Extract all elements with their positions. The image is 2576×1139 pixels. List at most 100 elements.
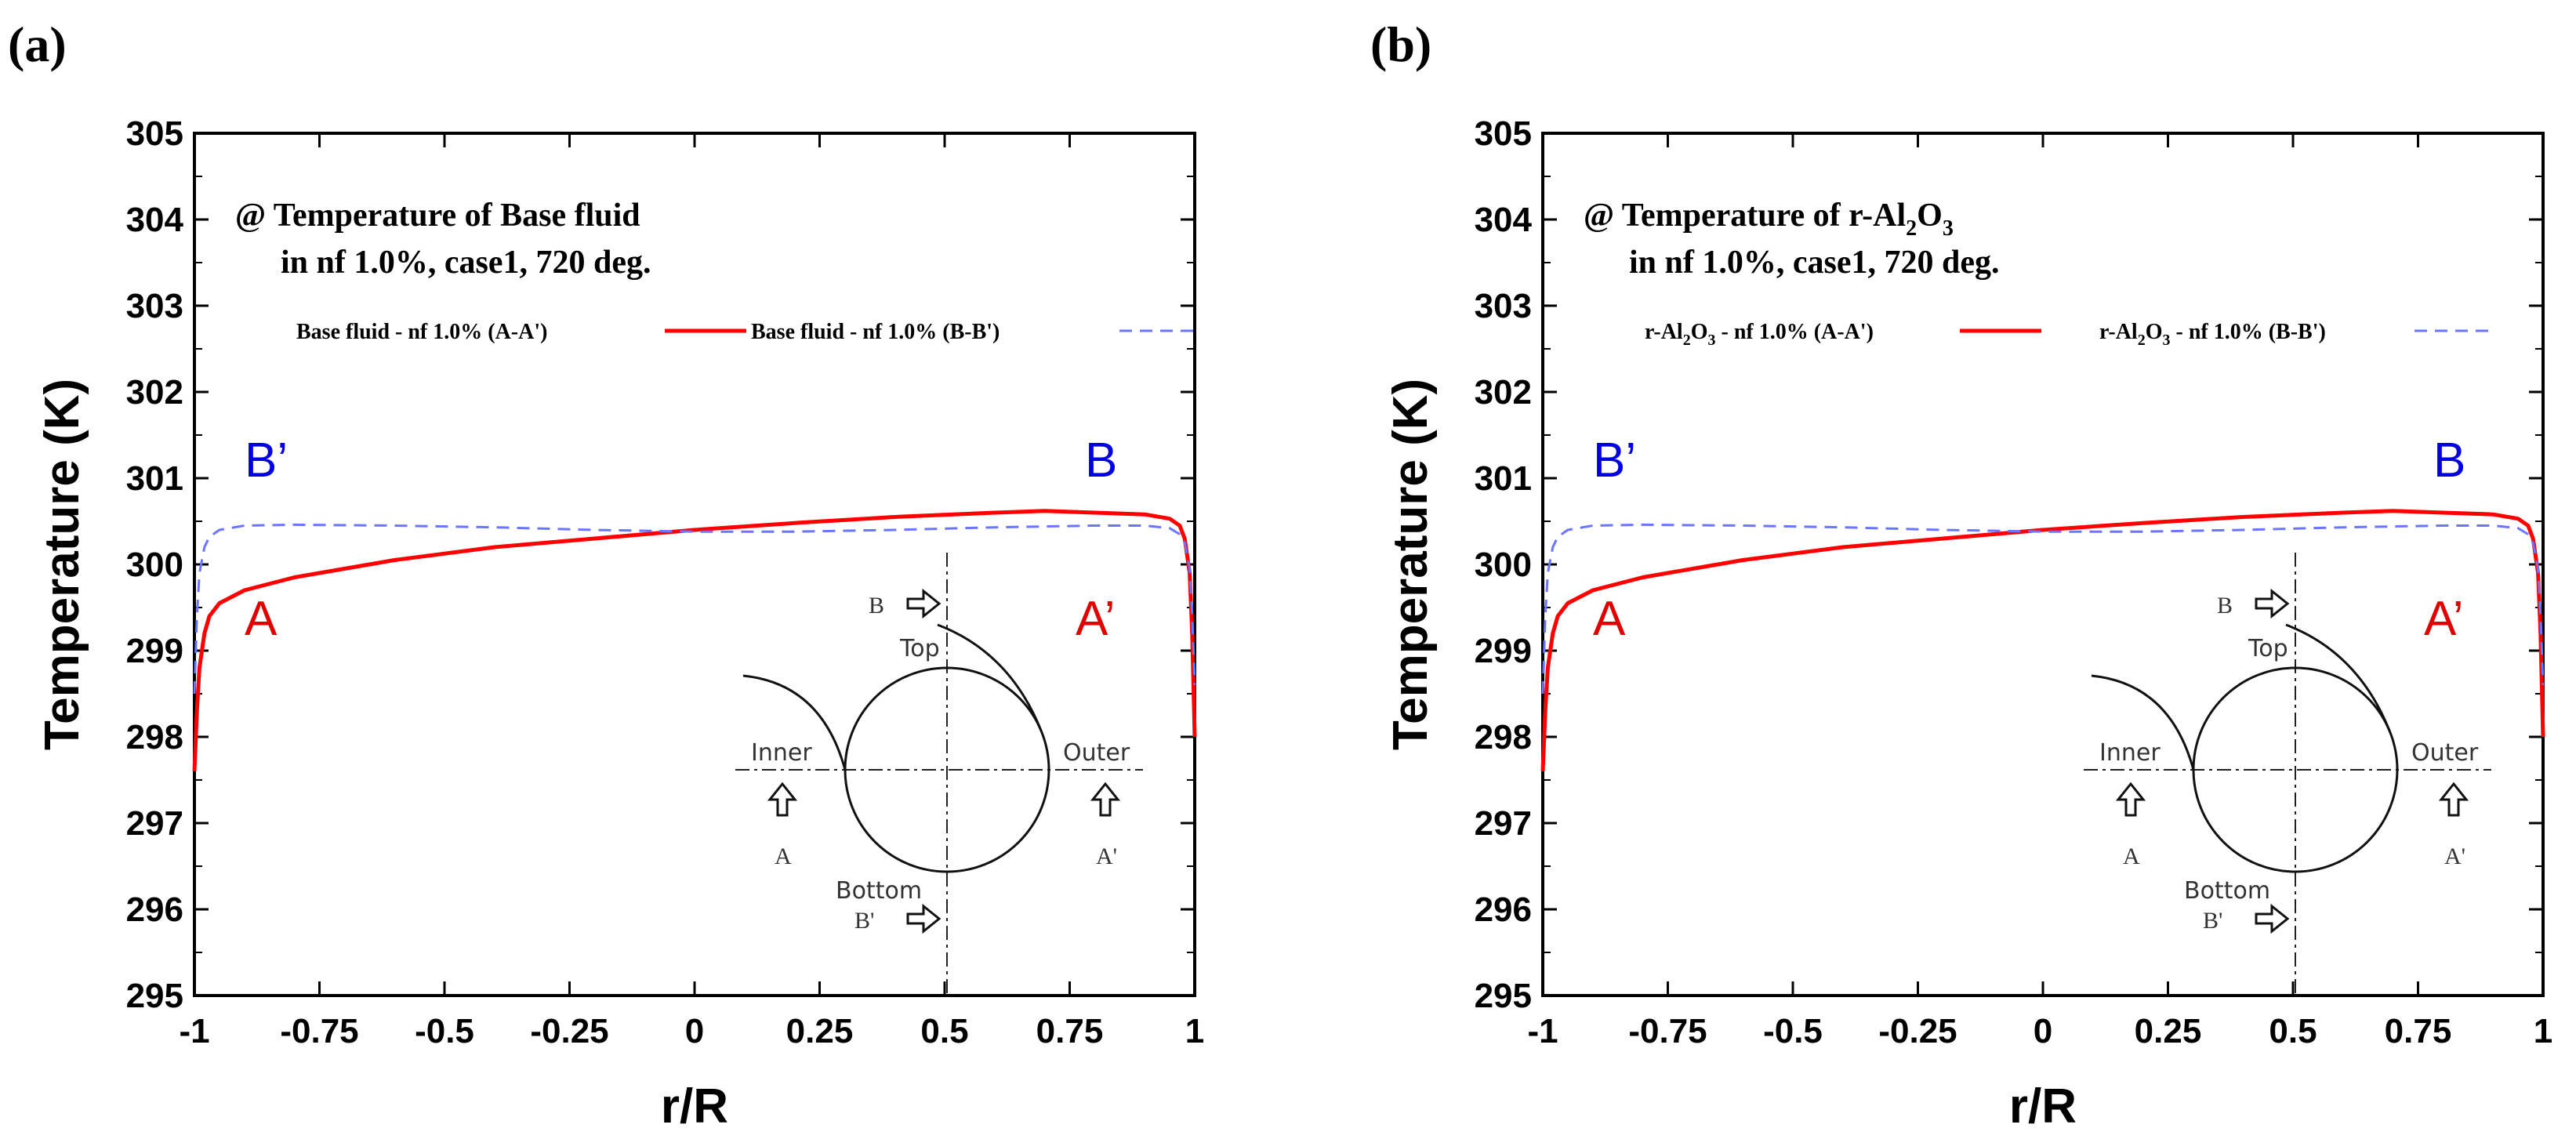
label-a: A xyxy=(245,592,278,646)
x-tick-label: 0.25 xyxy=(786,1012,854,1050)
inset-label-b-prime: B' xyxy=(2203,908,2222,934)
y-axis-title: Temperature (K) xyxy=(35,379,89,750)
panel-label: (a) xyxy=(8,16,67,72)
y-tick-label: 304 xyxy=(1475,201,1533,239)
legend-subscript-2: 3 xyxy=(2163,332,2171,349)
y-tick-label: 302 xyxy=(126,373,183,412)
x-tick-label: -0.75 xyxy=(1628,1012,1707,1050)
x-tick-label: 0.25 xyxy=(2135,1012,2202,1050)
annotation-subscript: 2 xyxy=(1906,216,1917,241)
inset-arrow-a-prime-icon xyxy=(2438,782,2469,817)
legend-subscript-2: 3 xyxy=(1708,332,1716,349)
y-tick-label: 303 xyxy=(126,287,183,325)
y-tick-label: 304 xyxy=(126,201,184,239)
legend-text-span: O xyxy=(1691,320,1708,344)
inset-schematic: Top Bottom Inner Outer A A' B B' xyxy=(2084,553,2491,994)
inset-label-outer: Outer xyxy=(2411,739,2479,767)
legend-text-span: O xyxy=(2146,320,2163,344)
inset-label-top: Top xyxy=(899,635,940,662)
annotation-subject: r-Al xyxy=(1849,198,1906,234)
y-tick-label: 297 xyxy=(1475,804,1532,843)
y-tick-label: 299 xyxy=(1475,632,1532,670)
inset-label-a: A xyxy=(2123,843,2140,869)
inset-label-inner: Inner xyxy=(2099,739,2161,767)
inset-arrow-b-icon xyxy=(906,588,942,619)
label-b: B xyxy=(1085,433,1117,488)
legend-label-bb: r-Al2O3 - nf 1.0% (B-B') xyxy=(2099,320,2326,349)
x-tick-label: -0.25 xyxy=(530,1012,608,1050)
y-tick-label: 297 xyxy=(126,804,183,843)
series-line-aa xyxy=(192,509,1197,772)
inset-arrow-a-prime-icon xyxy=(1090,782,1121,817)
y-tick-label: 301 xyxy=(126,459,183,498)
annotation-subject: Base fluid xyxy=(500,198,640,234)
series-line-aa xyxy=(1540,509,2545,772)
annotation-tail: O xyxy=(1917,198,1943,234)
y-tick-label: 295 xyxy=(1475,977,1532,1015)
inset-label-inner: Inner xyxy=(751,739,812,767)
x-tick-label: 1 xyxy=(2534,1012,2552,1050)
legend-subscript: 2 xyxy=(1683,332,1691,349)
inset-label-outer: Outer xyxy=(1063,739,1130,767)
label-b: B xyxy=(2433,433,2465,488)
annotation-line-1: @ Temperature of Base fluid xyxy=(235,198,640,234)
x-tick-label: -0.5 xyxy=(415,1012,474,1050)
panel-label: (b) xyxy=(1370,16,1431,72)
inset-arrow-a-icon xyxy=(2115,782,2146,817)
inset-outer-curve xyxy=(937,623,1043,731)
y-tick-label: 300 xyxy=(126,546,183,584)
annotation-line-1: @ Temperature of r-Al2O3 xyxy=(1584,198,1954,241)
x-tick-label: 1 xyxy=(1185,1012,1204,1050)
x-tick-label: 0 xyxy=(685,1012,704,1050)
x-tick-label: 0.5 xyxy=(2269,1012,2317,1050)
y-tick-label: 299 xyxy=(126,632,183,670)
inset-arrow-b-icon xyxy=(2255,588,2290,619)
label-a-prime: A’ xyxy=(1076,592,1116,646)
legend-text-span: - nf 1.0% (B-B') xyxy=(2171,320,2326,344)
inset-label-bottom: Bottom xyxy=(2184,877,2270,905)
label-a-prime: A’ xyxy=(2424,592,2464,646)
series-line-bb xyxy=(193,523,1196,695)
chart-panel-a: (a) 295 296 297 298 299 300 301 302 303 304 305 -1 -0… xyxy=(8,16,1204,1134)
inset-label-a: A xyxy=(775,843,792,869)
legend-label-aa: r-Al2O3 - nf 1.0% (A-A') xyxy=(1645,320,1874,349)
inset-outer-curve xyxy=(2285,623,2391,731)
annotation-prefix: @ Temperature of xyxy=(1584,198,1849,234)
annotation-subscript-2: 3 xyxy=(1943,216,1954,241)
y-tick-label: 301 xyxy=(1475,459,1532,498)
legend-text-span: r-Al xyxy=(2099,320,2138,344)
inset-arrow-b-prime-icon xyxy=(2255,903,2290,934)
x-axis-title: r/R xyxy=(2009,1079,2077,1134)
inset-inner-curve xyxy=(2091,674,2195,771)
legend-label-aa: Base fluid - nf 1.0% (A-A') xyxy=(296,320,547,344)
x-tick-label: 0.75 xyxy=(1036,1012,1104,1050)
legend-text-span: Base fluid - nf 1.0% (A-A') xyxy=(296,320,547,344)
x-tick-label: -0.5 xyxy=(1763,1012,1823,1050)
inset-arrow-b-prime-icon xyxy=(906,903,942,934)
inset-label-top: Top xyxy=(2248,635,2288,662)
series-line-bb xyxy=(1541,523,2545,695)
label-b-prime: B’ xyxy=(245,433,288,488)
legend-text-span: r-Al xyxy=(1645,320,1683,344)
x-tick-label: 0 xyxy=(2034,1012,2052,1050)
y-tick-label: 305 xyxy=(126,114,183,153)
inset-label-b: B xyxy=(2217,593,2233,618)
label-b-prime: B’ xyxy=(1593,433,1636,488)
x-tick-label: -0.75 xyxy=(280,1012,358,1050)
inset-schematic: Top Bottom Inner Outer A A' B B' xyxy=(735,553,1143,994)
x-tick-label: -1 xyxy=(179,1012,209,1050)
y-tick-label: 300 xyxy=(1475,546,1532,584)
y-tick-label: 305 xyxy=(1475,114,1532,153)
x-tick-label: 0.75 xyxy=(2385,1012,2452,1050)
inset-arrow-a-icon xyxy=(767,782,798,817)
annotation-line-2: in nf 1.0%, case1, 720 deg. xyxy=(1629,245,2000,281)
legend-label-bb: Base fluid - nf 1.0% (B-B') xyxy=(751,320,1000,344)
legend-text-span: Base fluid - nf 1.0% (B-B') xyxy=(751,320,1000,344)
y-axis-title: Temperature (K) xyxy=(1384,379,1438,750)
inset-label-b: B xyxy=(869,593,884,618)
annotation-prefix: @ Temperature of xyxy=(235,198,500,234)
inset-label-a-prime: A' xyxy=(1096,843,1117,869)
y-tick-label: 303 xyxy=(1475,287,1532,325)
